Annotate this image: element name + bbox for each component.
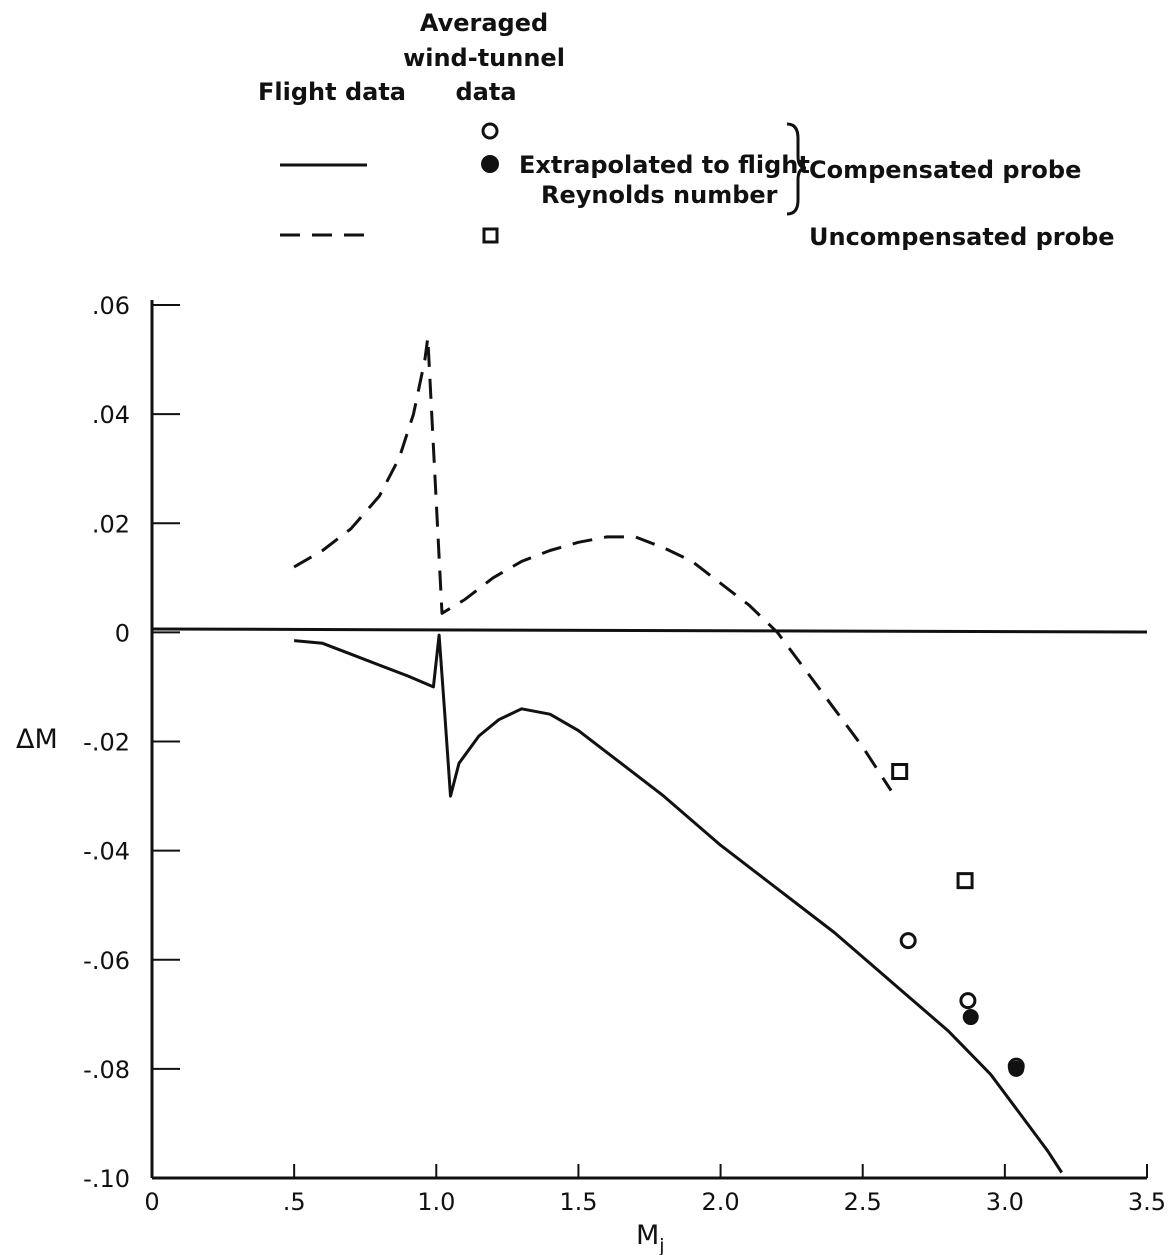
y-axis-label: ΔM [16, 724, 58, 755]
x-tick-label: 1.0 [417, 1188, 455, 1216]
x-axis-label-sub: j [658, 1235, 664, 1255]
legend-open-circle-icon [481, 122, 499, 140]
y-tick-label: .02 [92, 510, 130, 538]
legend-brace-icon [786, 122, 807, 216]
legend: Flight data Averaged wind-tunnel data Ex… [258, 9, 1115, 251]
x-tick-label: 1.5 [559, 1188, 597, 1216]
legend-open-square-icon [482, 227, 499, 244]
axes: 0 .5 1.0 1.5 2.0 2.5 3.0 3.5 .06 .04 .02 0 -.02 -.04 -… [16, 292, 1166, 1255]
legend-filled-circle-icon [481, 155, 499, 173]
x-tick-label: 2.5 [844, 1188, 882, 1216]
legend-header-tunnel-2: wind-tunnel [403, 44, 565, 72]
legend-compensated: Compensated probe [809, 156, 1081, 184]
open-square-point [891, 763, 909, 781]
axis-ticks: 0 .5 1.0 1.5 2.0 2.5 3.0 3.5 .06 .04 .02 0 -.02 -.04 -… [83, 292, 1166, 1216]
legend-header-tunnel-3: data [455, 78, 516, 106]
legend-uncompensated: Uncompensated probe [809, 223, 1115, 251]
y-tick-label: .06 [92, 292, 130, 320]
filled-circle-point [962, 1009, 979, 1026]
y-tick-label: -.04 [83, 838, 130, 866]
open-square-point [956, 872, 974, 890]
zero-line [151, 627, 1148, 634]
open-circle-point [899, 932, 917, 950]
x-tick-label: .5 [283, 1188, 306, 1216]
legend-header-tunnel-1: Averaged [420, 9, 548, 37]
y-tick-label: .04 [92, 401, 130, 429]
y-tick-label: -.10 [83, 1165, 130, 1193]
open-circle-point [959, 992, 977, 1010]
legend-extrapolated-2: Reynolds number [541, 181, 778, 209]
x-tick-label: 3.5 [1128, 1188, 1166, 1216]
series-uncompensated-line [293, 336, 893, 792]
legend-header-flight: Flight data [258, 78, 406, 106]
series-compensated-line [293, 633, 1063, 1174]
y-tick-label: 0 [115, 619, 130, 647]
x-axis-label-main: M [636, 1220, 659, 1251]
y-tick-label: -.06 [83, 947, 130, 975]
y-tick-label: -.08 [83, 1056, 130, 1084]
x-tick-label: 0 [144, 1188, 159, 1216]
x-tick-label: 3.0 [986, 1188, 1024, 1216]
legend-extrapolated-1: Extrapolated to flight [519, 151, 810, 179]
y-tick-label: -.02 [83, 729, 130, 757]
plot-area [293, 336, 1063, 1174]
filled-circle-point [1008, 1060, 1025, 1077]
x-axis-label: Mj [636, 1220, 665, 1255]
x-tick-label: 2.0 [701, 1188, 739, 1216]
